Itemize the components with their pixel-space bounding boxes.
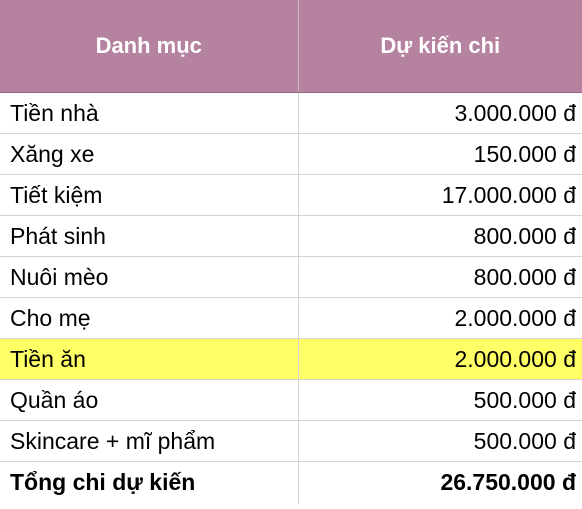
category-cell[interactable]: Xăng xe (0, 133, 299, 175)
category-cell[interactable]: Quần áo (0, 379, 299, 421)
table-row: Quần áo 500.000 đ (0, 379, 582, 421)
header-category[interactable]: Danh mục (0, 0, 299, 93)
amount-cell[interactable]: 2.000.000 đ (298, 338, 582, 380)
category-cell[interactable]: Tiền ăn (0, 338, 299, 380)
table-row-highlighted: Tiền ăn 2.000.000 đ (0, 338, 582, 380)
table-row: Tiền nhà 3.000.000 đ (0, 92, 582, 134)
amount-cell[interactable]: 800.000 đ (298, 256, 582, 298)
amount-cell[interactable]: 500.000 đ (298, 379, 582, 421)
category-cell[interactable]: Nuôi mèo (0, 256, 299, 298)
category-cell[interactable]: Tiết kiệm (0, 174, 299, 216)
amount-cell[interactable]: 500.000 đ (298, 420, 582, 462)
amount-cell[interactable]: 3.000.000 đ (298, 92, 582, 134)
amount-cell[interactable]: 2.000.000 đ (298, 297, 582, 339)
total-label-cell[interactable]: Tổng chi dự kiến (0, 461, 299, 504)
table-row: Cho mẹ 2.000.000 đ (0, 297, 582, 339)
category-cell[interactable]: Phát sinh (0, 215, 299, 257)
table-row: Xăng xe 150.000 đ (0, 133, 582, 175)
table-row: Phát sinh 800.000 đ (0, 215, 582, 257)
total-amount-cell[interactable]: 26.750.000 đ (440, 469, 576, 496)
category-cell[interactable]: Skincare + mĩ phẩm (0, 420, 299, 462)
table-row: Nuôi mèo 800.000 đ (0, 256, 582, 298)
category-cell[interactable]: Cho mẹ (0, 297, 299, 339)
amount-cell[interactable]: 150.000 đ (298, 133, 582, 175)
amount-cell[interactable]: 17.000.000 đ (298, 174, 582, 216)
header-amount[interactable]: Dự kiến chi (298, 0, 582, 93)
header-row: Danh mục Dự kiến chi (0, 0, 582, 93)
table-row: Skincare + mĩ phẩm 500.000 đ (0, 420, 582, 462)
total-row: Tổng chi dự kiến 26.750.000 đ (0, 461, 582, 504)
amount-cell[interactable]: 800.000 đ (298, 215, 582, 257)
category-cell[interactable]: Tiền nhà (0, 92, 299, 134)
table-row: Tiết kiệm 17.000.000 đ (0, 174, 582, 216)
